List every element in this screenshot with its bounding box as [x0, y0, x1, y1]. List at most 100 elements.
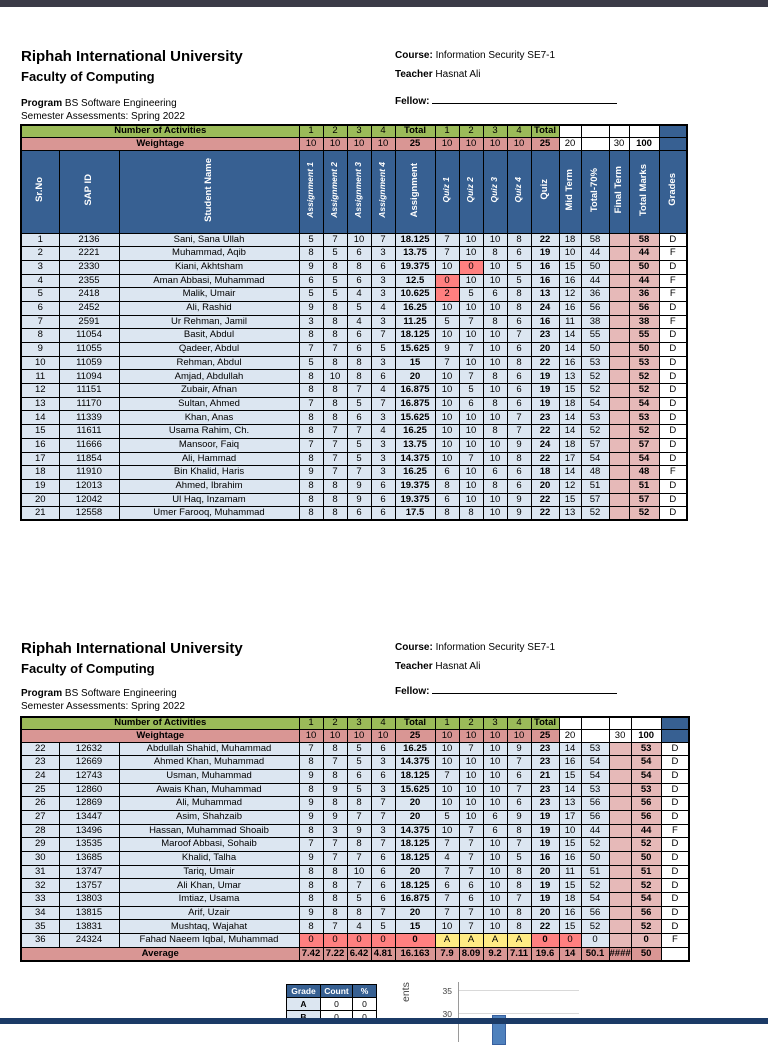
- score-cell: 7: [458, 369, 484, 385]
- score-cell: 10: [434, 451, 460, 467]
- student-name-cell: Imtiaz, Usama: [118, 892, 300, 907]
- grade-cell: D: [658, 232, 688, 248]
- sap-id-cell: 2452: [58, 300, 120, 316]
- sap-id-cell: 12869: [58, 796, 120, 811]
- score-cell: 6: [346, 768, 372, 784]
- score-cell: 8: [506, 905, 532, 921]
- score-cell: 7: [458, 823, 484, 839]
- student-name-cell: Awais Khan, Muhammad: [118, 782, 300, 798]
- score-cell: 22: [530, 424, 560, 439]
- score-cell: 10: [346, 864, 372, 880]
- sr-cell: 25: [20, 782, 60, 798]
- score-cell: 7: [298, 342, 324, 357]
- score-cell: 14: [558, 782, 582, 798]
- score-cell: 9: [346, 823, 372, 839]
- score-cell: 56: [630, 809, 662, 825]
- score-cell: 8: [322, 768, 348, 784]
- sr-cell: 10: [20, 355, 60, 371]
- score-cell: 8: [298, 492, 324, 508]
- column-header-label: SAP ID: [82, 174, 94, 206]
- activities-cell: 2: [322, 124, 348, 138]
- score-cell: 8: [322, 328, 348, 343]
- student-name-cell: Sani, Sana Ullah: [118, 232, 300, 248]
- score-cell: 54: [580, 755, 610, 770]
- score-cell: 11: [558, 864, 582, 880]
- column-header-label: Assignment 4: [377, 161, 388, 218]
- grade-cell: D: [658, 259, 688, 275]
- score-cell: 4: [346, 919, 372, 935]
- sr-cell: 24: [20, 768, 60, 784]
- student-row: 19 12013 Ahmed, Ibrahim 8 8 9 6 19.375 8 10 8 6 20 12…: [20, 478, 688, 494]
- weightage-cell: 30: [608, 137, 630, 151]
- score-cell: 10: [482, 451, 508, 467]
- score-cell: 10: [434, 755, 460, 770]
- grade-summary-header-row: Grade Count%: [286, 984, 377, 998]
- score-cell: 7: [458, 314, 484, 330]
- score-cell: 16.25: [394, 741, 436, 757]
- score-cell: 15: [558, 492, 582, 508]
- score-cell: 56: [628, 300, 660, 316]
- student-row: 20 12042 Ul Haq, Inzamam 8 8 9 6 19.375 6 10 10 9 22…: [20, 492, 688, 508]
- weightage-cell: 10: [322, 137, 348, 151]
- activities-cell: 1: [434, 716, 460, 730]
- score-cell: 52: [628, 424, 660, 439]
- sr-cell: 2: [20, 246, 60, 261]
- score-cell: 8: [298, 892, 324, 907]
- score-cell: 22: [530, 451, 560, 467]
- score-cell: [608, 919, 632, 935]
- fellow-label: Fellow:: [395, 96, 430, 107]
- column-header-label: Quiz 3: [489, 177, 500, 203]
- score-cell: 6: [370, 892, 396, 907]
- column-header: Student Name: [118, 149, 300, 234]
- weightage-row: Weightage 10 10 10 10 25 10 10 10 10 25 20 30 100: [20, 137, 688, 151]
- score-cell: 16: [558, 851, 582, 866]
- sap-id-cell: 11910: [58, 465, 120, 480]
- score-cell: 58: [628, 232, 660, 248]
- weightage-cell: 30: [608, 729, 632, 743]
- score-cell: 10: [458, 755, 484, 770]
- score-cell: 10: [482, 342, 508, 357]
- score-cell: 10: [458, 273, 484, 289]
- grade-cell: D: [658, 342, 688, 357]
- score-cell: 5: [322, 273, 348, 289]
- score-cell: 52: [630, 878, 662, 894]
- score-cell: 10: [482, 782, 508, 798]
- score-cell: [608, 741, 632, 757]
- score-cell: [608, 892, 632, 907]
- score-cell: 8: [298, 383, 324, 398]
- score-cell: 8: [346, 355, 372, 371]
- grade-cell: D: [660, 782, 690, 798]
- sr-cell: 36: [20, 933, 60, 948]
- score-cell: 53: [580, 782, 610, 798]
- weightage-cell: 10: [506, 137, 532, 151]
- weightage-cell: 100: [630, 729, 662, 743]
- sr-cell: 18: [20, 465, 60, 480]
- score-cell: 50: [630, 851, 662, 866]
- score-cell: 10: [434, 396, 460, 412]
- score-cell: 7: [506, 328, 532, 343]
- grade-summary-header-cell: %: [352, 984, 377, 998]
- score-cell: 7: [434, 232, 460, 248]
- score-cell: 16.25: [394, 300, 436, 316]
- grade-cell: D: [658, 424, 688, 439]
- sap-id-cell: 13447: [58, 809, 120, 825]
- grade-cell: D: [658, 396, 688, 412]
- score-cell: 10: [458, 809, 484, 825]
- course-value: Information Security SE7-1: [435, 50, 556, 61]
- activities-row: Number of Activities 1 2 3 4 Total 1 2 3 4 Total: [20, 716, 690, 730]
- sr-cell: 28: [20, 823, 60, 839]
- score-cell: 8: [346, 796, 372, 811]
- score-cell: 8: [298, 478, 324, 494]
- student-name-cell: Usama Rahim, Ch.: [118, 424, 300, 439]
- score-cell: 0: [298, 933, 324, 948]
- grade-summary-header-cell: Count: [320, 984, 353, 998]
- grade-cell: D: [660, 741, 690, 757]
- score-cell: [608, 451, 630, 467]
- sap-id-cell: 12013: [58, 478, 120, 494]
- activities-cell: 3: [346, 716, 372, 730]
- activities-cell: Total: [530, 124, 560, 138]
- score-cell: 5: [458, 383, 484, 398]
- score-cell: 6: [370, 851, 396, 866]
- weightage-cell: 10: [434, 137, 460, 151]
- score-cell: 10: [482, 410, 508, 426]
